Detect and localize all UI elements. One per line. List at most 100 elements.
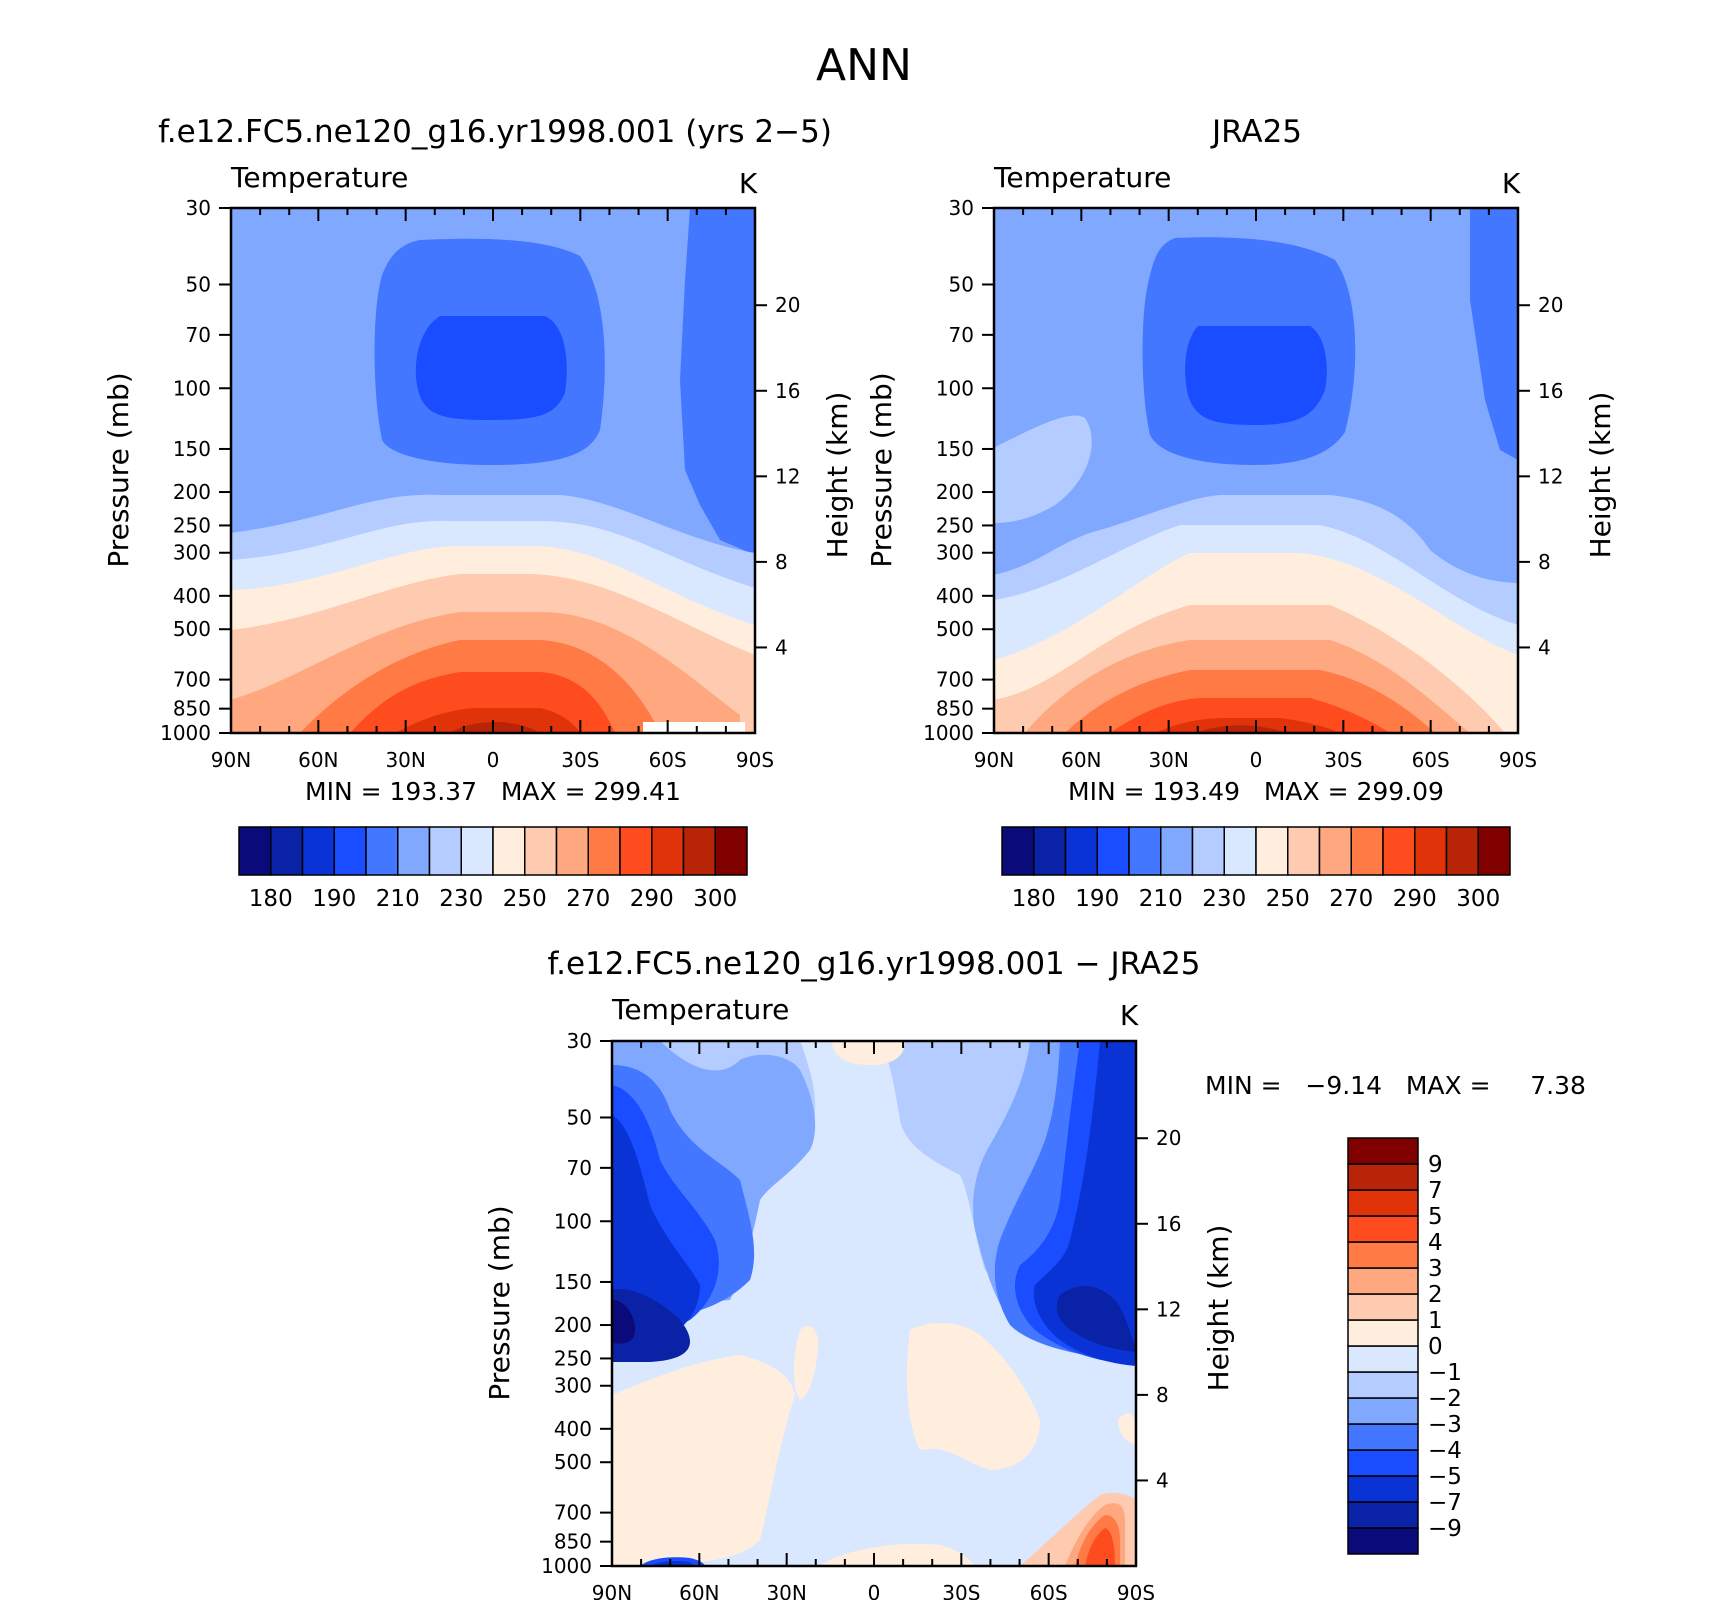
contour-field [612, 1041, 1136, 1566]
y-right-tick-label: 8 [1538, 550, 1551, 574]
panel-left-label: Temperature [230, 161, 408, 194]
colorbar-label: 180 [1012, 886, 1056, 912]
panel-title: f.e12.FC5.ne120_g16.yr1998.001 (yrs 2−5) [158, 114, 832, 150]
y-tick-label: 70 [567, 1156, 592, 1180]
colorbar-label: 4 [1428, 1230, 1443, 1256]
x-tick-label: 90N [592, 1581, 632, 1600]
colorbar-box [1347, 1371, 1419, 1399]
x-tick-label: 90S [1117, 1581, 1155, 1600]
colorbar-label: 190 [1075, 886, 1119, 912]
colorbar-label: −4 [1428, 1438, 1462, 1464]
y-right-tick-label: 16 [1156, 1212, 1181, 1236]
y-tick-label: 30 [567, 1029, 592, 1053]
colorbar-box [1347, 1137, 1419, 1165]
colorbar-label: 270 [1329, 886, 1373, 912]
colorbar-label: 0 [1428, 1334, 1443, 1360]
y-tick-label: 100 [173, 376, 211, 400]
x-tick-label: 90N [974, 748, 1014, 772]
panel-model: f.e12.FC5.ne120_g16.yr1998.001 (yrs 2−5)… [102, 114, 854, 912]
colorbar-box [1347, 1241, 1419, 1269]
axes: 90N 60N 30N 0 30S 60S 90S 30 50 70 100 150 200 250 300… [923, 196, 1563, 772]
panel-difference: f.e12.FC5.ne120_g16.yr1998.001 − JRA25 T… [483, 946, 1586, 1600]
colorbar-label: 1 [1428, 1308, 1443, 1334]
colorbar-box [1347, 1449, 1419, 1477]
x-tick-label: 60S [649, 748, 687, 772]
colorbar-box [1350, 826, 1384, 876]
y-tick-label: 850 [936, 697, 974, 721]
colorbar-box [1445, 826, 1479, 876]
colorbar-box [1347, 1423, 1419, 1451]
y-tick-label: 30 [186, 196, 211, 220]
colorbar-box [714, 826, 748, 876]
colorbar-box [1347, 1267, 1419, 1295]
colorbar-box [1318, 826, 1352, 876]
colorbar-box [524, 826, 558, 876]
y-tick-label: 700 [554, 1501, 592, 1525]
y-tick-label: 200 [554, 1313, 592, 1337]
colorbar-label: 180 [249, 886, 293, 912]
y-right-tick-label: 20 [1538, 293, 1563, 317]
x-tick-label: 0 [1250, 748, 1263, 772]
y-right-tick-label: 20 [775, 293, 800, 317]
y-tick-label: 1000 [541, 1554, 592, 1578]
y-axis-label: Pressure (mb) [865, 372, 898, 567]
panel-units: K [739, 167, 758, 200]
contour-field [994, 208, 1518, 733]
colorbar-box [1477, 826, 1511, 876]
y-tick-label: 400 [173, 584, 211, 608]
y-tick-label: 400 [554, 1417, 592, 1441]
y-right-tick-label: 4 [1538, 635, 1551, 659]
y-tick-label: 50 [949, 272, 974, 296]
x-tick-label: 30S [561, 748, 599, 772]
y-tick-label: 30 [949, 196, 974, 220]
colorbar-box [1347, 1345, 1419, 1373]
colorbar-label: 230 [439, 886, 483, 912]
x-tick-label: 30N [1148, 748, 1188, 772]
colorbar-box [1347, 1397, 1419, 1425]
x-tick-label: 90S [1499, 748, 1537, 772]
y-right-tick-label: 12 [1538, 464, 1563, 488]
colorbar-box [1255, 826, 1289, 876]
colorbar-label: 9 [1428, 1152, 1443, 1178]
y-axis-label: Pressure (mb) [102, 372, 135, 567]
panel-units: K [1120, 999, 1139, 1032]
colorbar-label: 300 [693, 886, 737, 912]
y-right-tick-label: 16 [775, 379, 800, 403]
colorbar-label: 270 [566, 886, 610, 912]
y-axis-right-label: Height (km) [1202, 1225, 1235, 1392]
colorbar-label: 5 [1428, 1204, 1443, 1230]
contour-field [231, 208, 755, 733]
colorbar-box [365, 826, 399, 876]
colorbar-box [1382, 826, 1416, 876]
x-tick-label: 0 [868, 1581, 881, 1600]
min-max-stats: MIN = 193.49 MAX = 299.09 [1068, 777, 1444, 806]
colorbar-box [1347, 1475, 1419, 1503]
y-tick-label: 150 [173, 437, 211, 461]
x-tick-label: 60S [1412, 748, 1450, 772]
colorbar-label: 250 [1266, 886, 1310, 912]
colorbar-label: −9 [1428, 1516, 1462, 1542]
y-tick-label: 300 [173, 541, 211, 565]
colorbar-label: −2 [1428, 1386, 1462, 1412]
colorbar-box [1347, 1501, 1419, 1529]
axes: 90N 60N 30N 0 30S 60S 90S 30 50 70 100 150 200 250 300… [541, 1029, 1181, 1600]
y-axis-right-label: Height (km) [1584, 392, 1617, 559]
y-tick-label: 150 [936, 437, 974, 461]
colorbar-label: 210 [1139, 886, 1183, 912]
colorbar-box [587, 826, 621, 876]
y-right-tick-label: 4 [775, 635, 788, 659]
y-tick-label: 150 [554, 1270, 592, 1294]
colorbar: 180 190 210 230 250 270 290 300 [238, 826, 748, 912]
colorbar-label: 190 [312, 886, 356, 912]
y-tick-label: 70 [949, 323, 974, 347]
y-right-tick-label: 12 [1156, 1297, 1181, 1321]
x-tick-label: 30S [942, 1581, 980, 1600]
colorbar-box [460, 826, 494, 876]
colorbar-label: 250 [503, 886, 547, 912]
colorbar-box [1347, 1215, 1419, 1243]
y-tick-label: 250 [173, 513, 211, 537]
panel-obs: JRA25 Temperature K 90N 60N 30N 0 30S 60S 90S 3… [865, 114, 1617, 912]
colorbar-label: 3 [1428, 1256, 1443, 1282]
colorbar-label: 210 [376, 886, 420, 912]
colorbar-box [1128, 826, 1162, 876]
